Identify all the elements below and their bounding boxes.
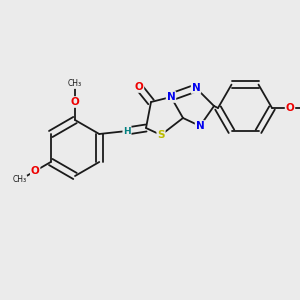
Text: H: H [123,127,131,136]
Text: N: N [196,121,204,131]
Text: N: N [192,83,200,93]
Text: N: N [167,92,176,102]
Text: S: S [157,130,165,140]
Text: O: O [31,166,40,176]
Text: CH₃: CH₃ [68,80,82,88]
Text: O: O [70,97,80,107]
Text: CH₃: CH₃ [13,176,27,184]
Text: O: O [286,103,294,113]
Text: O: O [135,82,143,92]
